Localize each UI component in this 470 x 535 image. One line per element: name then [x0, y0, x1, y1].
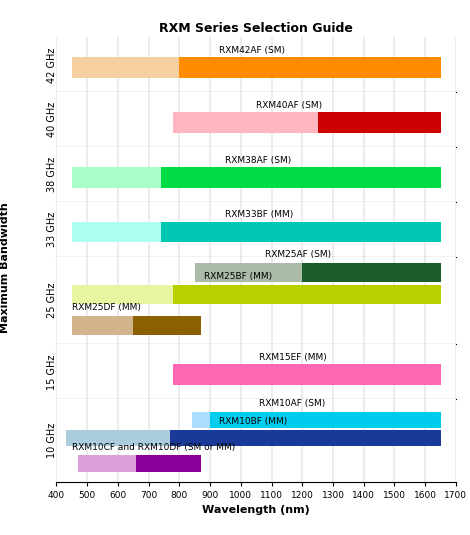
- Y-axis label: 10 GHz: 10 GHz: [47, 423, 57, 458]
- Text: RXM10AF (SM): RXM10AF (SM): [259, 399, 325, 408]
- X-axis label: Wavelength (nm): Wavelength (nm): [202, 505, 310, 515]
- Bar: [72, 221, 161, 242]
- Bar: [210, 411, 440, 428]
- Y-axis label: 38 GHz: 38 GHz: [47, 157, 57, 192]
- Bar: [66, 430, 170, 446]
- Text: RXM42AF (SM): RXM42AF (SM): [219, 46, 285, 55]
- Bar: [72, 316, 133, 335]
- Bar: [173, 364, 440, 385]
- Text: RXM25AF (SM): RXM25AF (SM): [266, 250, 331, 259]
- Text: RXM33BF (MM): RXM33BF (MM): [226, 210, 294, 219]
- Bar: [180, 57, 440, 78]
- Bar: [195, 263, 302, 282]
- Bar: [318, 112, 440, 133]
- Bar: [133, 316, 201, 335]
- Text: RXM25DF (MM): RXM25DF (MM): [72, 303, 141, 312]
- Bar: [192, 411, 210, 428]
- Bar: [173, 112, 318, 133]
- Bar: [72, 167, 161, 188]
- Bar: [72, 285, 173, 304]
- Text: Maximum Bandwidth: Maximum Bandwidth: [0, 202, 10, 333]
- Bar: [78, 455, 136, 472]
- Text: RXM10CF and RXM10DF (SM or MM): RXM10CF and RXM10DF (SM or MM): [72, 443, 235, 452]
- Text: RXM15EF (MM): RXM15EF (MM): [259, 353, 327, 362]
- Bar: [170, 430, 440, 446]
- Text: RXM10BF (MM): RXM10BF (MM): [219, 417, 288, 426]
- Bar: [161, 167, 440, 188]
- Y-axis label: 40 GHz: 40 GHz: [47, 102, 57, 137]
- Y-axis label: 42 GHz: 42 GHz: [47, 47, 57, 82]
- Bar: [136, 455, 201, 472]
- Text: RXM25BF (MM): RXM25BF (MM): [204, 272, 272, 281]
- Bar: [302, 263, 440, 282]
- Text: RXM40AF (SM): RXM40AF (SM): [256, 101, 322, 110]
- Bar: [173, 285, 440, 304]
- Y-axis label: 15 GHz: 15 GHz: [47, 354, 57, 389]
- Y-axis label: 25 GHz: 25 GHz: [47, 283, 57, 318]
- Y-axis label: 33 GHz: 33 GHz: [47, 212, 57, 247]
- Bar: [161, 221, 440, 242]
- Title: RXM Series Selection Guide: RXM Series Selection Guide: [159, 22, 353, 35]
- Text: RXM38AF (SM): RXM38AF (SM): [226, 156, 292, 165]
- Bar: [72, 57, 180, 78]
